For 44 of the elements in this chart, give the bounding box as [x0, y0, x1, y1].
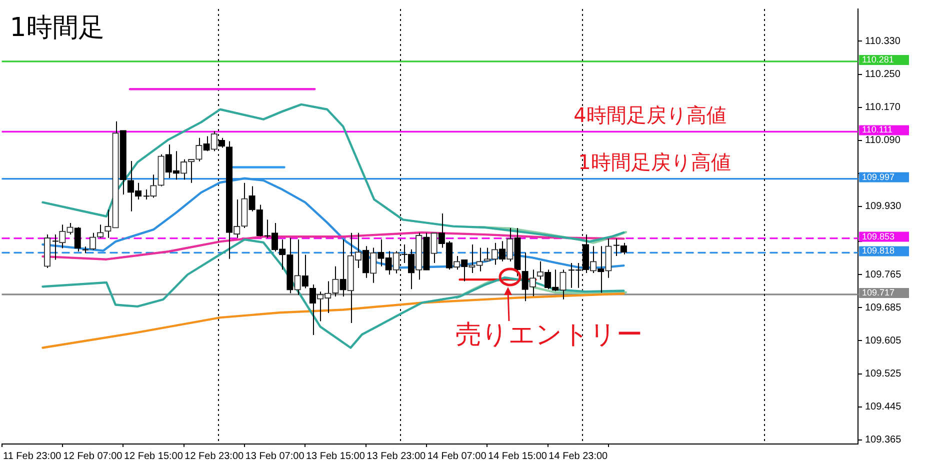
y-tick-label: 109.365 — [865, 434, 902, 446]
x-tick-label: 14 Feb 23:00 — [548, 450, 608, 462]
candlestick — [340, 239, 346, 298]
chart-title: 1時間足 — [10, 13, 104, 43]
y-tick-label: 110.250 — [865, 69, 901, 80]
candlestick — [302, 254, 308, 289]
annotation: 売りエントリー — [456, 320, 643, 350]
x-tick-label: 14 Feb 15:00 — [488, 450, 548, 462]
x-tick-label: 12 Feb 07:00 — [63, 450, 123, 462]
candlestick — [143, 189, 150, 200]
y-tick-label: 110.330 — [865, 36, 901, 47]
ref-line-label: 109.717 — [862, 287, 895, 298]
x-tick-label: 13 Feb 23:00 — [366, 450, 426, 462]
candlestick — [522, 252, 528, 302]
annotation: 1時間足戻り高値 — [578, 150, 731, 174]
x-tick-label: 13 Feb 07:00 — [245, 450, 305, 462]
candlestick — [97, 224, 104, 238]
candlestick — [309, 284, 316, 336]
candlestick — [74, 226, 81, 252]
x-tick-label: 12 Feb 23:00 — [184, 450, 244, 462]
candlestick — [598, 246, 604, 294]
ref-line-label: 109.853 — [862, 231, 895, 242]
annotation: 4時間足戻り高値 — [574, 102, 726, 127]
candlestick — [52, 234, 59, 260]
y-tick-label: 110.170 — [865, 102, 901, 114]
ref-line-label: 110.111 — [862, 124, 893, 135]
y-tick-label: 109.685 — [865, 302, 902, 314]
y-tick-label: 109.445 — [865, 402, 902, 413]
candlestick — [461, 259, 468, 282]
x-tick-label: 12 Feb 15:00 — [124, 450, 184, 462]
candlestick — [89, 232, 96, 250]
y-tick-label: 109.525 — [865, 368, 902, 380]
x-tick-label: 14 Feb 07:00 — [427, 450, 487, 462]
ref-line-label: 109.997 — [862, 172, 895, 182]
y-tick-label: 110.090 — [865, 135, 901, 146]
candlestick — [362, 246, 370, 278]
x-tick-label: 13 Feb 15:00 — [306, 450, 366, 462]
y-tick-label: 109.930 — [865, 201, 902, 212]
x-tick-label: 11 Feb 23:00 — [2, 450, 62, 462]
ref-line-label: 109.818 — [862, 246, 895, 256]
ref-line-label: 110.281 — [862, 54, 894, 64]
y-tick-label: 109.765 — [865, 269, 902, 280]
y-tick-label: 109.605 — [865, 335, 902, 346]
candlestick — [203, 136, 210, 152]
